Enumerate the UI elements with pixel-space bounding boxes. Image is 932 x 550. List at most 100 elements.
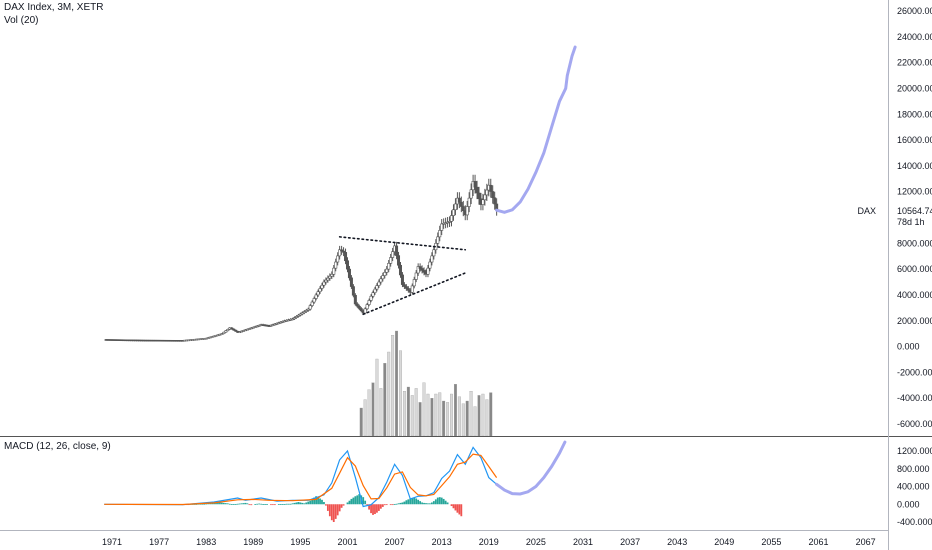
macd-histogram-bar [222, 502, 225, 505]
macd-histogram-bar [440, 497, 443, 505]
macd-histogram-bar [391, 504, 394, 506]
volume-bar [453, 384, 457, 437]
macd-histogram-bar [234, 504, 237, 505]
candle-body [224, 330, 228, 333]
macd-histogram-bar [317, 497, 319, 505]
macd-histogram-bar [303, 503, 306, 505]
macd-histogram-bar [460, 504, 463, 517]
candle-body [422, 270, 426, 273]
macd-histogram-bar [358, 494, 361, 505]
candle-body [349, 277, 353, 287]
candle-body [440, 223, 444, 231]
candle-body [371, 292, 375, 297]
candle-body [234, 329, 238, 332]
macd-histogram-bar [403, 501, 406, 505]
macd-histogram-bar [334, 504, 337, 519]
candle-body [493, 197, 497, 205]
x-tick-label: 2031 [573, 537, 593, 547]
macd-tick-label: 1200.000 [897, 446, 932, 456]
macd-histogram-bar [434, 499, 437, 505]
macd-histogram-bar [330, 504, 333, 521]
y-tick-label: 6000.000 [897, 264, 932, 274]
macd-histogram-bar [348, 500, 351, 505]
volume-bar [426, 393, 430, 437]
macd-histogram-bar [228, 503, 231, 505]
y-tick-label: 24000.000 [897, 32, 932, 42]
candle-body [308, 305, 312, 310]
macd-histogram-bar [456, 504, 459, 513]
macd-histogram-bar [301, 502, 304, 505]
x-tick-label: 2013 [432, 537, 452, 547]
candle-body [232, 328, 236, 331]
volume-bar [461, 403, 465, 437]
macd-histogram-bar [411, 498, 414, 505]
macd-tick-label: 800.000 [897, 464, 930, 474]
volume-bar [391, 335, 395, 437]
candle-body [291, 318, 295, 321]
volume-legend[interactable]: Vol (20) [4, 15, 39, 26]
y-tick-label: 8000.000 [897, 238, 932, 248]
macd-histogram-bar [264, 504, 266, 505]
x-tick-label: 1977 [149, 537, 169, 547]
volume-bar [481, 393, 485, 437]
macd-histogram-bar [366, 504, 369, 506]
macd-histogram-bar [436, 497, 439, 505]
time-axis[interactable]: 1971 1977 1983 1989 1995 2001 2007 2013 2019 2025… [102, 537, 876, 547]
candle-body [459, 202, 463, 207]
y-tick-label: 26000.000 [897, 6, 932, 16]
candle-body [330, 273, 334, 277]
macd-histogram-bar [230, 504, 233, 505]
candle-body [451, 209, 455, 216]
candle-body [363, 308, 367, 314]
candle-body [465, 206, 469, 216]
candle-body [220, 333, 224, 335]
volume-bar [469, 391, 473, 437]
macd-histogram-bar [273, 504, 276, 506]
candle-body [342, 250, 346, 253]
macd-histogram-bar [378, 504, 380, 511]
candle-body [326, 277, 330, 281]
macd-histogram-bar [289, 503, 292, 505]
macd-histogram-bar [421, 502, 423, 505]
macd-histogram-bar [438, 497, 441, 505]
signal-line [104, 453, 498, 506]
chart-title[interactable]: DAX Index, 3M, XETR [4, 2, 104, 13]
price-label-symbol: DAX [857, 206, 876, 216]
macd-histogram-bar [454, 504, 457, 511]
candle-body [395, 245, 399, 256]
volume-bar [465, 400, 469, 437]
candle-body [453, 203, 457, 211]
candle-body [347, 268, 351, 279]
x-tick-label: 2019 [479, 537, 499, 547]
candle-body [383, 272, 387, 276]
candle-body [375, 285, 379, 290]
macd-axis[interactable]: 1200.000 800.000 400.000 0.000 -400.000 [897, 446, 932, 527]
x-tick-label: 2049 [714, 537, 734, 547]
macd-histogram-bar [272, 504, 274, 506]
volume-bar [387, 351, 391, 437]
x-tick-label: 1995 [290, 537, 310, 547]
candle-body [222, 331, 226, 334]
candle-body [359, 308, 363, 312]
macd-histogram-bar [254, 504, 257, 505]
y-tick-label: -4000.000 [897, 393, 932, 403]
macd-histogram-bar [407, 499, 410, 505]
macd-histogram-bar [326, 504, 329, 511]
macd-histogram-bar [211, 503, 213, 505]
candle-body [314, 294, 318, 299]
macd-legend[interactable]: MACD (12, 26, close, 9) [4, 441, 111, 452]
macd-histogram-bar [362, 497, 365, 505]
macd-histogram-bar [205, 503, 208, 505]
candle-body [467, 197, 471, 207]
volume-bars [359, 330, 493, 437]
macd-histogram-bar [342, 504, 345, 506]
candle-body [351, 286, 355, 296]
candle-body [379, 278, 383, 283]
macd-histogram-bar [442, 498, 445, 505]
candle-body [332, 267, 336, 275]
x-tick-label: 2067 [856, 537, 876, 547]
macd-histogram-bar [236, 503, 239, 505]
macd-histogram-bar [429, 503, 431, 505]
macd-histogram-bar [432, 501, 435, 505]
